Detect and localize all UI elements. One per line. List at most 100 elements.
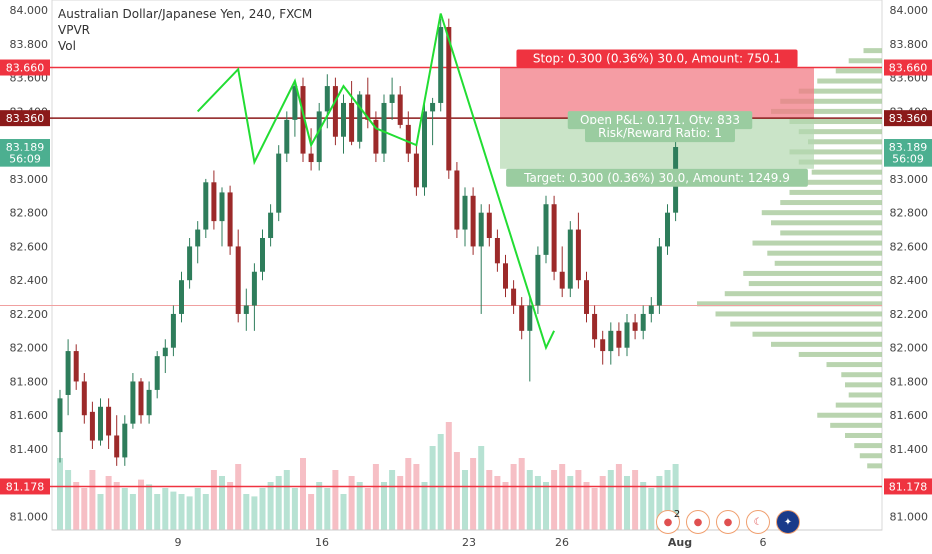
event-icons: ● 2 ● ● ☾ ✦ <box>656 509 800 534</box>
volume-profile-bar <box>859 453 882 459</box>
y-tick-right: 81.800 <box>890 375 929 388</box>
candle-body <box>389 94 395 103</box>
volume-profile-bar <box>835 402 882 408</box>
volume-bar <box>259 488 266 530</box>
candle-body <box>413 153 419 188</box>
volume-profile-bar <box>748 281 882 287</box>
volume-bar <box>624 476 630 530</box>
y-tick-left: 81.800 <box>10 375 49 388</box>
volume-bar <box>316 482 323 530</box>
candle-body <box>357 94 363 142</box>
volume-profile-bar <box>863 48 882 54</box>
candle-body <box>73 351 79 382</box>
candle-body <box>170 313 176 348</box>
price-badge-right-bg <box>884 150 932 167</box>
indicator-vol[interactable]: Vol <box>58 39 76 53</box>
volume-bar <box>138 479 144 530</box>
volume-profile-bar <box>771 108 882 114</box>
candle-body <box>656 246 662 306</box>
volume-bar <box>462 470 468 530</box>
price-badge-right: 83.360 <box>889 112 928 125</box>
y-tick-right: 83.000 <box>890 173 929 186</box>
stop-zone[interactable] <box>500 67 814 119</box>
volume-profile-bar <box>867 463 882 469</box>
volume-bar <box>186 496 193 530</box>
candle-body <box>146 389 152 416</box>
volume-bar <box>162 488 169 530</box>
volume-bar <box>599 476 606 530</box>
volume-bar <box>372 464 379 530</box>
chart-legend: Australian Dollar/Japanese Yen, 240, FXC… <box>58 6 312 54</box>
volume-bar <box>486 470 493 530</box>
volume-bar <box>583 482 590 530</box>
y-tick-left: 82.800 <box>10 207 49 220</box>
volume-bar <box>283 470 290 530</box>
price-badge-left-bg <box>0 478 50 495</box>
volume-bar <box>227 482 234 530</box>
volume-bar <box>105 476 112 530</box>
price-badge-left-bg <box>0 59 50 76</box>
volume-bar <box>615 464 622 530</box>
volume-bar <box>397 476 404 530</box>
candle-body <box>154 356 160 390</box>
candle-body <box>616 330 622 348</box>
event-dot-icon[interactable]: ● <box>716 510 740 534</box>
volume-bar <box>65 470 72 530</box>
y-tick-left: 82.400 <box>10 274 49 287</box>
volume-profile-bar <box>854 443 882 449</box>
y-tick-right: 82.000 <box>890 342 929 355</box>
volume-bar <box>559 464 566 530</box>
stop-label-bg <box>516 49 798 68</box>
candle-body <box>470 195 476 247</box>
target-label-bg <box>506 168 808 187</box>
event-dot-icon[interactable]: ● <box>686 510 710 534</box>
candle-body <box>65 351 71 395</box>
candle-body <box>341 102 346 137</box>
volume-bar <box>275 476 282 530</box>
moon-icon[interactable]: ☾ <box>746 510 770 534</box>
candle-body <box>260 237 265 272</box>
flag-australia-icon[interactable]: ✦ <box>776 510 800 534</box>
volume-bar <box>219 476 225 530</box>
candle-body <box>57 398 63 433</box>
volume-bar <box>413 464 420 530</box>
volume-bar <box>640 482 647 530</box>
candle-body <box>608 330 614 352</box>
price-badge-left: 81.178 <box>6 480 45 493</box>
pnl-label: Open P&L: 0.171, Qty: 833 <box>580 113 740 127</box>
y-tick-left: 81.600 <box>10 409 49 422</box>
candle-body <box>543 204 549 255</box>
volume-bar <box>348 476 355 530</box>
candle-body <box>235 246 241 314</box>
pattern-drawing[interactable] <box>196 13 556 351</box>
candle-body <box>486 212 492 238</box>
y-tick-left: 82.600 <box>10 240 49 253</box>
candle-body <box>559 271 565 289</box>
candle-body <box>227 192 233 247</box>
candle-body <box>381 102 387 154</box>
volume-profile-bar <box>743 270 882 276</box>
volume-profile-bar <box>830 422 882 428</box>
price-badge-left: 83.360 <box>6 112 45 125</box>
volume-profile-bar <box>774 260 882 266</box>
indicator-vpvr[interactable]: VPVR <box>58 23 90 37</box>
candle-body <box>503 263 508 289</box>
event-dot-icon[interactable]: ● 2 <box>656 509 680 534</box>
volume-bar <box>510 464 517 530</box>
volume-profile-bar <box>715 311 882 317</box>
volume-profile-bar <box>804 179 882 185</box>
volume-bar <box>129 494 136 530</box>
volume-profile-bar <box>724 291 882 297</box>
candle-body <box>373 119 379 154</box>
candle-body <box>575 229 581 281</box>
stop-label: Stop: 0.300 (0.36%) 30.0, Amount: 750.1 <box>533 52 781 66</box>
candle-body <box>324 86 330 112</box>
volume-profile-bar <box>752 240 882 246</box>
volume-profile-bar <box>780 230 882 236</box>
candle-body <box>567 229 573 289</box>
candle-body <box>332 86 338 137</box>
candle-body <box>640 313 646 331</box>
volume-bar <box>470 458 477 530</box>
